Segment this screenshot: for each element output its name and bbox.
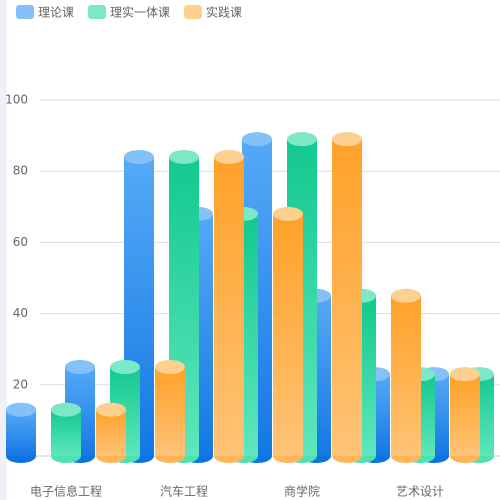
cylinder-part xyxy=(155,367,185,456)
cylinder-part xyxy=(124,149,154,164)
cylinder xyxy=(6,402,36,463)
cylinder-part xyxy=(96,402,126,417)
y-tick-label: 20 xyxy=(13,377,28,391)
cylinder-part xyxy=(332,132,362,147)
y-tick-label: 100 xyxy=(5,93,28,107)
cylinder-part xyxy=(51,409,81,456)
cylinder xyxy=(96,402,126,463)
x-tick-label: 艺术设计 xyxy=(396,485,444,499)
x-tick-label: 电子信息工程 xyxy=(30,484,102,499)
cylinder xyxy=(214,149,244,463)
x-tick-label: 汽车工程 xyxy=(160,484,208,499)
legend-label: 实践课 xyxy=(206,5,242,20)
cylinder-part xyxy=(65,360,95,374)
cylinder xyxy=(332,132,362,463)
cylinder xyxy=(51,402,81,463)
legend-label: 理论课 xyxy=(38,6,74,20)
cylinder-part xyxy=(287,132,317,147)
cylinder-part xyxy=(391,288,421,303)
cylinder-part xyxy=(6,402,36,417)
cylinder-part xyxy=(6,409,36,456)
cylinder-part xyxy=(51,402,81,417)
cylinder xyxy=(450,367,480,463)
cylinder-part xyxy=(96,409,126,456)
cylinder xyxy=(155,360,185,463)
cylinder-part xyxy=(450,374,480,456)
x-tick-label: 商学院 xyxy=(284,484,320,499)
cylinder-part xyxy=(110,360,140,374)
cylinder-part xyxy=(155,360,185,374)
legend-swatch xyxy=(184,5,203,19)
cylinder-part xyxy=(273,213,303,456)
y-tick-label: 60 xyxy=(13,235,28,249)
cylinder xyxy=(273,206,303,463)
legend-swatch xyxy=(16,5,34,19)
cylinder-part xyxy=(242,132,272,147)
cylinder xyxy=(391,288,421,463)
legend-swatch xyxy=(88,5,107,19)
y-tick-label: 40 xyxy=(13,306,28,320)
cylinder-part xyxy=(273,206,303,221)
cylinder-part xyxy=(332,139,362,456)
cylinder-part xyxy=(391,295,421,456)
cylinder-part xyxy=(450,367,480,382)
cylinder-part xyxy=(214,156,244,456)
cylinder-part xyxy=(214,149,244,164)
cylinder-part xyxy=(169,149,199,164)
y-tick-label: 80 xyxy=(13,164,28,178)
legend-label: 理实一体课 xyxy=(110,5,170,20)
side-strip xyxy=(0,0,7,500)
